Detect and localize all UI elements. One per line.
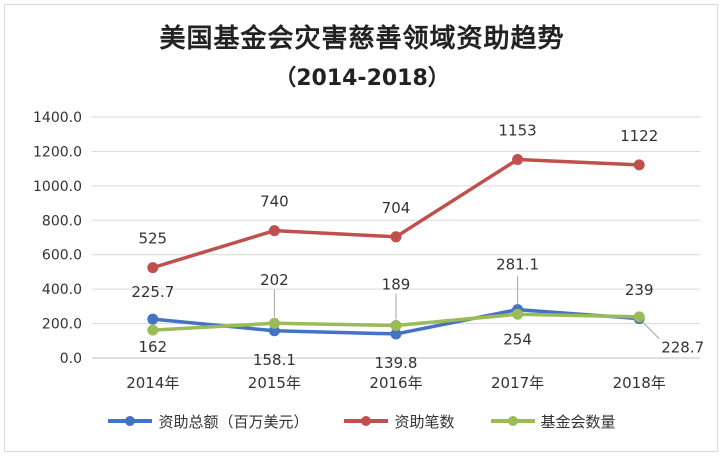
data-label-grant-count: 704 — [382, 199, 411, 217]
y-tick-label: 0.0 — [60, 351, 82, 367]
data-point-0-1 — [268, 325, 280, 337]
legend-item-grant-count: 资助笔数 — [344, 411, 455, 432]
y-tick-label: 1000.0 — [33, 179, 82, 195]
data-label-foundation-count: 202 — [260, 271, 289, 289]
data-point-2-4 — [633, 311, 645, 323]
chart-frame — [4, 4, 718, 452]
data-label-grant-amount: 139.8 — [375, 354, 418, 372]
data-point-1-2 — [390, 231, 402, 243]
data-label-foundation-count: 254 — [503, 330, 532, 348]
x-tick-label: 2018年 — [613, 374, 666, 392]
y-tick-label: 200.0 — [42, 317, 82, 333]
data-label-grant-amount: 281.1 — [496, 256, 539, 274]
data-label-foundation-count: 162 — [138, 338, 167, 356]
data-point-0-2 — [390, 328, 402, 340]
y-tick-label: 1400.0 — [33, 110, 82, 126]
data-label-grant-count: 1153 — [499, 122, 537, 140]
data-label-grant-count: 1122 — [620, 127, 658, 145]
chart-legend: 资助总额（百万美元） 资助笔数 基金会数量 — [0, 408, 724, 434]
y-tick-label: 400.0 — [42, 282, 82, 298]
data-label-foundation-count: 239 — [625, 281, 654, 299]
y-tick-label: 1200.0 — [33, 144, 82, 160]
data-point-1-1 — [268, 225, 280, 237]
legend-swatch-grant-amount — [108, 416, 153, 426]
x-tick-label: 2017年 — [491, 374, 544, 392]
data-point-0-0 — [147, 313, 159, 325]
data-point-1-4 — [633, 159, 645, 171]
legend-label-foundation-count: 基金会数量 — [540, 412, 616, 431]
data-label-grant-count: 525 — [138, 230, 167, 248]
label-leader-line — [642, 322, 660, 339]
y-tick-label: 800.0 — [42, 213, 82, 229]
x-tick-label: 2015年 — [248, 374, 301, 392]
legend-item-grant-amount: 资助总额（百万美元） — [108, 411, 308, 432]
legend-label-grant-count: 资助笔数 — [394, 412, 455, 431]
legend-label-grant-amount: 资助总额（百万美元） — [158, 412, 309, 431]
chart-title: 美国基金会灾害慈善领域资助趋势 — [159, 24, 565, 54]
data-point-2-0 — [147, 324, 159, 336]
data-point-2-3 — [512, 308, 524, 320]
data-label-foundation-count: 189 — [382, 275, 411, 293]
chart-subtitle: （2014-2018） — [274, 66, 450, 91]
data-point-2-2 — [390, 319, 402, 331]
data-label-grant-amount: 228.7 — [661, 339, 704, 357]
y-tick-label: 600.0 — [42, 248, 82, 264]
x-tick-label: 2014年 — [126, 374, 179, 392]
data-label-grant-amount: 225.7 — [131, 283, 174, 301]
legend-item-foundation-count: 基金会数量 — [490, 411, 616, 432]
data-point-2-1 — [268, 317, 280, 329]
data-point-1-0 — [147, 262, 159, 274]
data-label-grant-amount: 158.1 — [253, 351, 296, 369]
data-point-1-3 — [512, 154, 524, 166]
x-tick-label: 2016年 — [369, 374, 422, 392]
legend-swatch-grant-count — [344, 416, 389, 426]
legend-swatch-foundation-count — [490, 416, 535, 426]
data-label-grant-count: 740 — [260, 193, 289, 211]
